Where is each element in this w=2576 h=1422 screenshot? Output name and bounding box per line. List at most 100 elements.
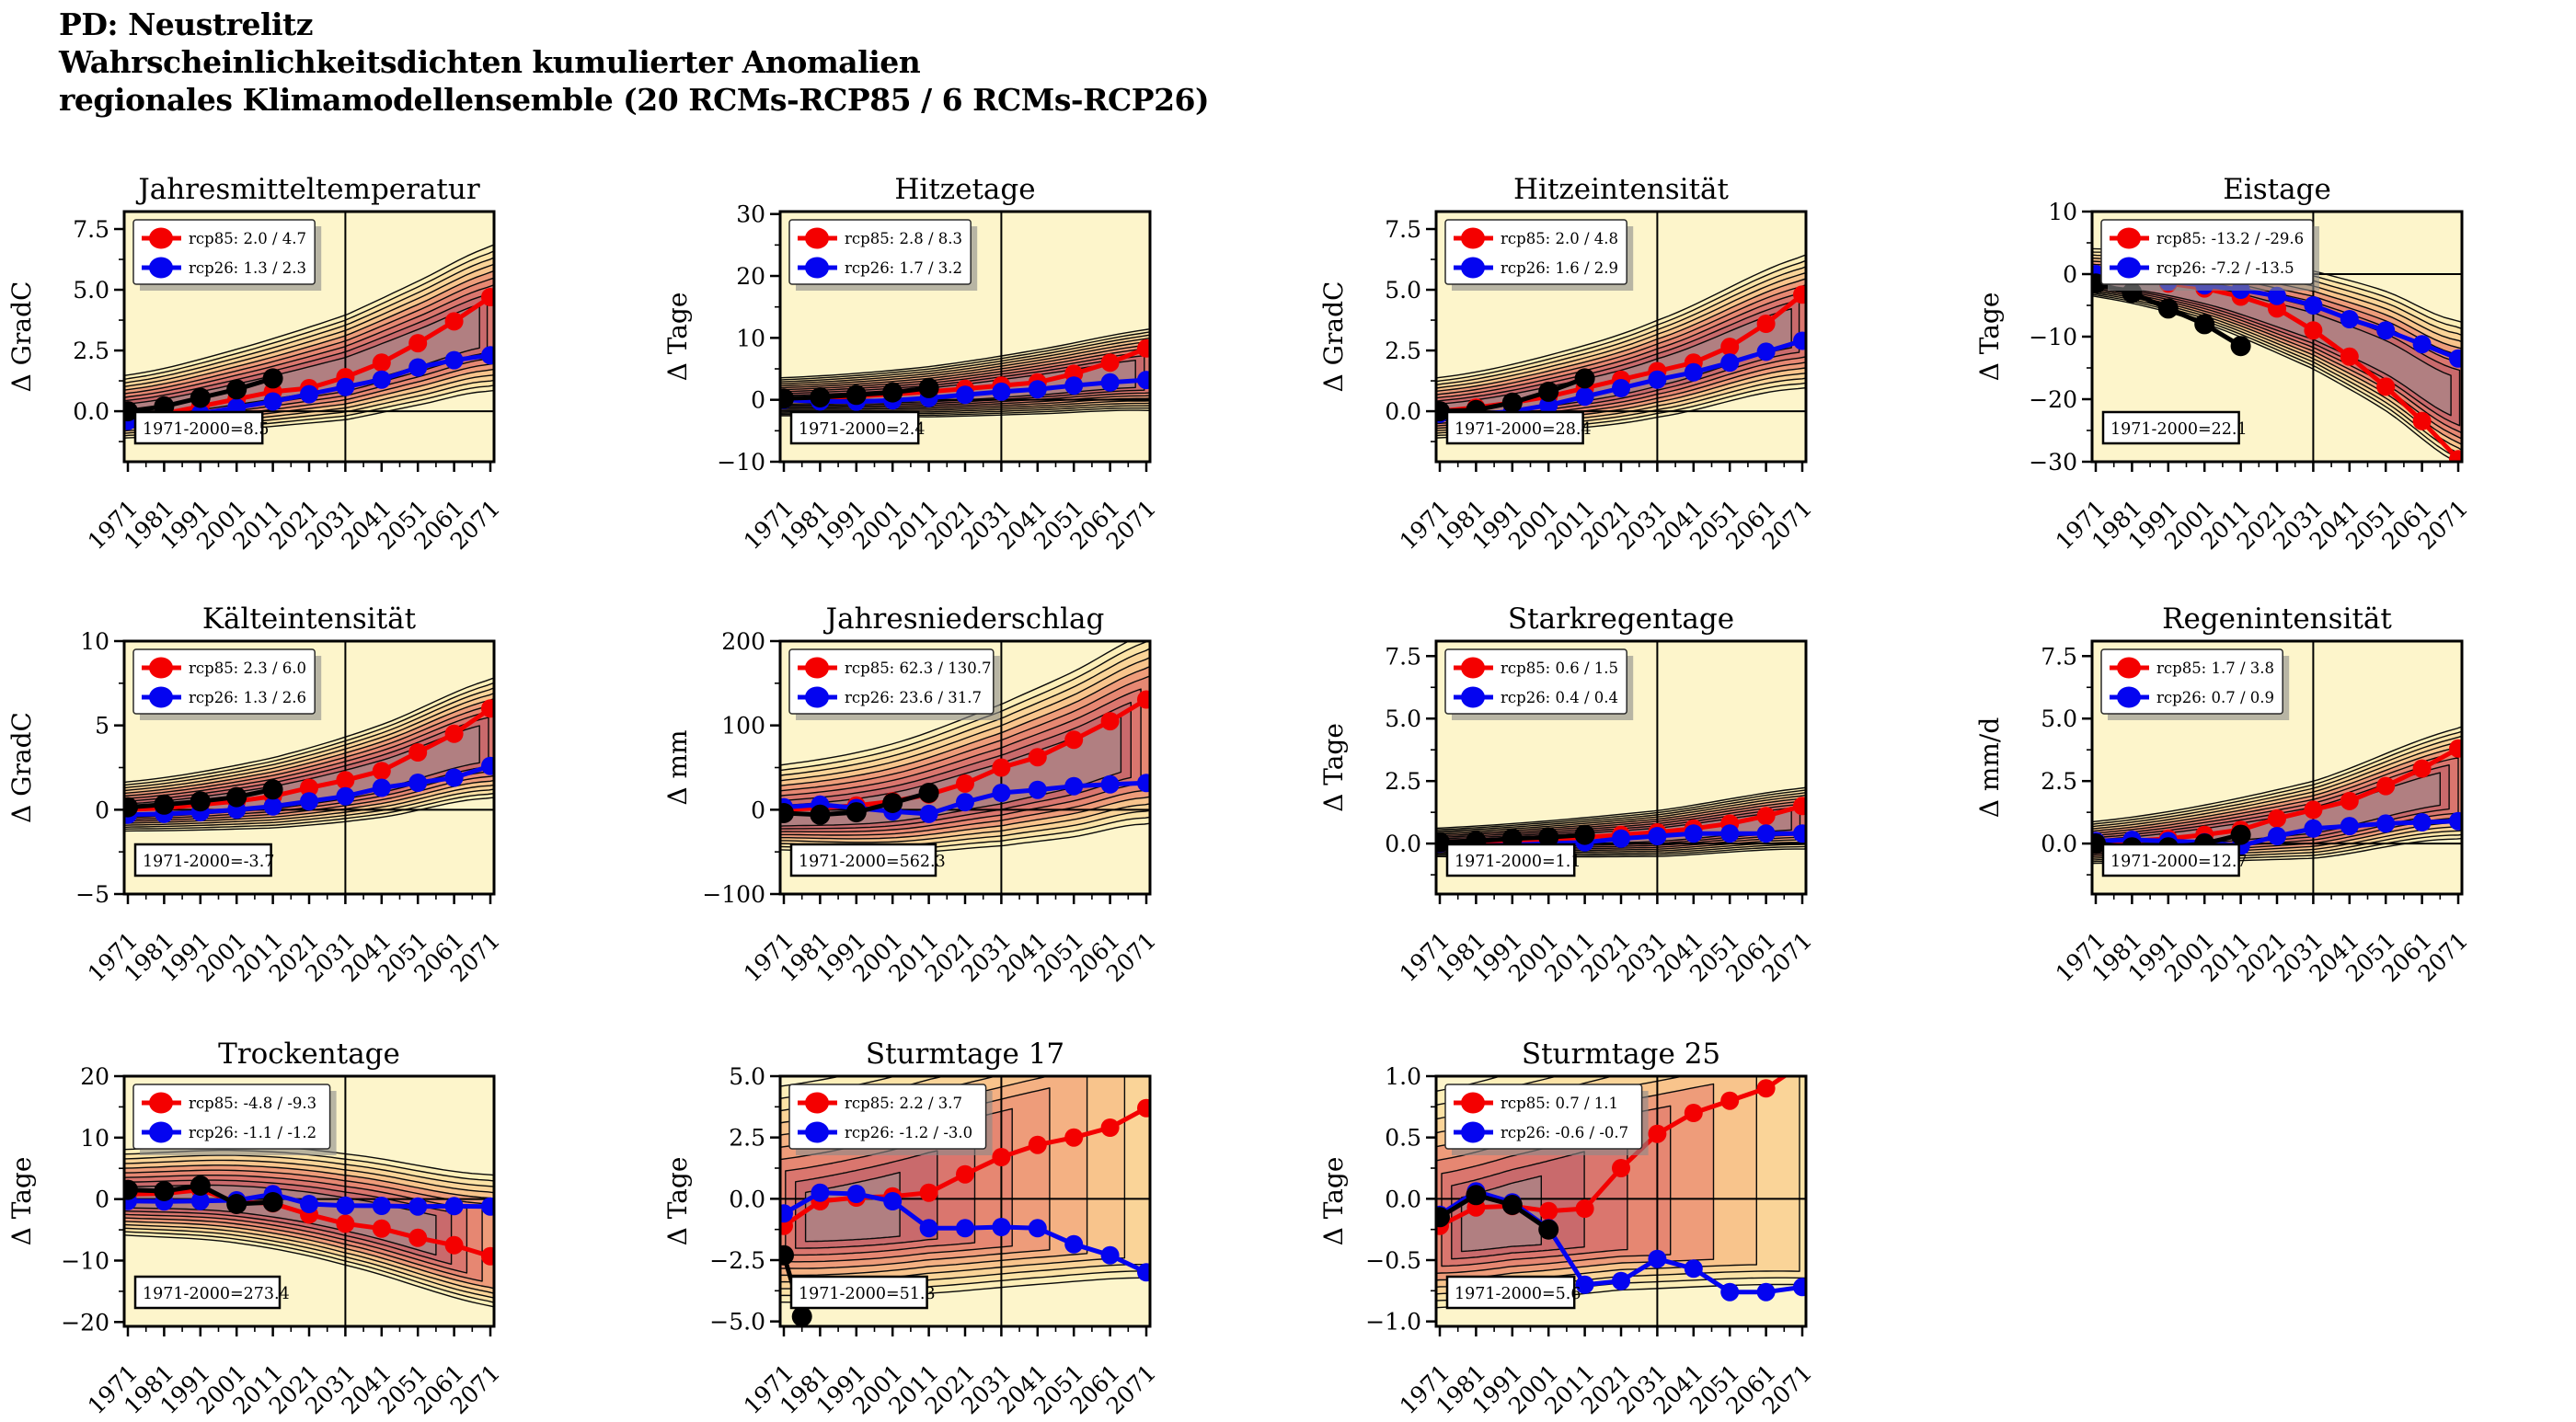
rcp26-marker bbox=[444, 1197, 464, 1216]
rcp85-marker bbox=[481, 288, 494, 306]
ticks bbox=[1426, 655, 1804, 904]
y-tick-label: 0 bbox=[95, 797, 109, 823]
rcp26-marker bbox=[1100, 774, 1120, 794]
subplot-title: Hitzetage bbox=[894, 173, 1035, 206]
rcp26-marker bbox=[2412, 335, 2432, 354]
legend-entry-rcp26: rcp26: 1.3 / 2.6 bbox=[189, 689, 306, 706]
historical-marker bbox=[1538, 827, 1559, 848]
legend-entry-rcp26-marker bbox=[2117, 257, 2141, 279]
historical-marker bbox=[918, 783, 939, 803]
subplot-kälteintensität: 1971198119912001201120212031204120512061… bbox=[6, 602, 505, 987]
rcp85-marker bbox=[1684, 1104, 1703, 1122]
rcp85-marker bbox=[1100, 712, 1120, 731]
historical-marker bbox=[190, 387, 211, 408]
rcp85-marker bbox=[1756, 807, 1776, 826]
reference-label: 1971-2000=22.1 bbox=[2110, 420, 2248, 439]
historical-marker bbox=[845, 802, 867, 823]
rcp85-marker bbox=[2304, 321, 2323, 340]
rcp26-marker bbox=[372, 370, 391, 389]
historical-marker bbox=[1538, 1219, 1559, 1240]
rcp85-marker bbox=[1612, 1159, 1630, 1177]
historical-marker bbox=[2230, 336, 2251, 357]
rcp26-marker bbox=[1648, 370, 1667, 389]
subplot-starkregentage: 1971198119912001201120212031204120512061… bbox=[1318, 602, 1817, 987]
legend-entry-rcp26: rcp26: 23.6 / 31.7 bbox=[845, 689, 982, 706]
y-tick-label: −5.0 bbox=[709, 1309, 765, 1336]
legend-entry-rcp85: rcp85: 2.0 / 4.8 bbox=[1501, 230, 1618, 247]
rcp26-marker bbox=[1100, 373, 1120, 392]
rcp26-marker bbox=[1756, 824, 1776, 843]
subplot-title: Sturmtage 17 bbox=[866, 1038, 1064, 1071]
y-tick-label: −1.0 bbox=[1365, 1309, 1421, 1336]
rcp26-marker bbox=[956, 385, 974, 405]
ticks bbox=[1426, 227, 1804, 472]
rcp26-marker bbox=[1684, 362, 1703, 382]
reference-label: 1971-2000=-3.7 bbox=[143, 853, 274, 871]
subplot-title: Regenintensität bbox=[2162, 602, 2392, 636]
rcp85-marker bbox=[919, 1183, 938, 1202]
rcp85-marker bbox=[2449, 739, 2462, 758]
rcp85-marker bbox=[2412, 411, 2432, 430]
rcp85-marker bbox=[1137, 338, 1150, 358]
legend-entry-rcp85-marker bbox=[805, 657, 829, 679]
subplot-hitzeintensität: 1971198119912001201120212031204120512061… bbox=[1318, 173, 1817, 555]
legend-entry-rcp26-marker bbox=[1461, 686, 1485, 708]
rcp26-marker bbox=[2449, 811, 2462, 831]
y-tick-label: −10 bbox=[61, 1247, 109, 1274]
ticks bbox=[2082, 655, 2460, 904]
y-tick-label: 0 bbox=[2063, 261, 2077, 288]
y-tick-label: 0.0 bbox=[1385, 398, 1421, 425]
rcp85-marker bbox=[444, 1235, 464, 1255]
rcp85-marker bbox=[1720, 1091, 1740, 1110]
subplot-jahresniederschlag: 1971198119912001201120212031204120512061… bbox=[662, 602, 1161, 987]
rcp26-marker bbox=[1028, 780, 1047, 799]
reference-box: 1971-2000=22.1 bbox=[2101, 410, 2248, 445]
rcp26-marker bbox=[919, 1219, 938, 1238]
historical-marker bbox=[226, 1194, 247, 1214]
legend-entry-rcp85: rcp85: -4.8 / -9.3 bbox=[189, 1095, 316, 1112]
historical-marker bbox=[124, 1179, 138, 1200]
series-group bbox=[780, 338, 1150, 411]
y-tick-label: 10 bbox=[736, 325, 765, 351]
legend-entry-rcp85-marker bbox=[1461, 657, 1485, 679]
rcp26-marker bbox=[1137, 1263, 1150, 1282]
legend-entry-rcp26: rcp26: -7.2 / -13.5 bbox=[2156, 259, 2294, 277]
rcp85-marker bbox=[481, 1246, 494, 1266]
y-tick-label: 10 bbox=[2048, 199, 2077, 225]
subplot-hitzetage: 1971198119912001201120212031204120512061… bbox=[662, 173, 1161, 555]
rcp26-marker bbox=[408, 358, 428, 377]
rcp26-marker bbox=[1612, 1271, 1630, 1290]
y-tick-label: 5.0 bbox=[73, 277, 109, 304]
legend: rcp85: 0.6 / 1.5 rcp26: 0.4 / 0.4 bbox=[1444, 648, 1634, 720]
legend-entry-rcp26-marker bbox=[149, 257, 173, 279]
rcp26-marker bbox=[336, 1196, 355, 1215]
rcp85-marker bbox=[1575, 1199, 1594, 1218]
subplot-title: Eistage bbox=[2223, 173, 2331, 206]
subplot-title: Trockentage bbox=[218, 1038, 400, 1071]
historical-marker bbox=[262, 1192, 283, 1212]
y-tick-label: 30 bbox=[736, 201, 765, 228]
header-ensemble-info: regionales Klimamodellensemble (20 RCMs-… bbox=[59, 82, 1210, 118]
rcp26-marker bbox=[2340, 817, 2359, 836]
y-tick-label: 7.5 bbox=[73, 216, 109, 243]
rcp26-marker bbox=[372, 1197, 391, 1215]
y-axis-label: Δ Tage bbox=[6, 1157, 37, 1246]
rcp85-marker bbox=[1793, 285, 1806, 304]
rcp85-marker bbox=[2304, 800, 2323, 820]
historical-marker bbox=[1436, 1207, 1450, 1228]
rcp85-marker bbox=[1648, 1124, 1667, 1143]
ticks bbox=[770, 1074, 1148, 1336]
y-tick-label: 0.0 bbox=[1385, 831, 1421, 857]
legend: rcp85: 62.3 / 130.7 rcp26: 23.6 / 31.7 bbox=[788, 648, 1000, 720]
y-tick-label: 0.0 bbox=[2041, 831, 2077, 857]
y-tick-label: 0 bbox=[751, 387, 765, 414]
y-tick-label: 5.0 bbox=[729, 1063, 765, 1090]
legend-entry-rcp26-marker bbox=[1461, 1121, 1485, 1143]
rcp26-marker bbox=[336, 786, 355, 806]
rcp26-marker bbox=[2376, 814, 2396, 833]
rcp26-marker bbox=[263, 392, 282, 411]
y-tick-label: 200 bbox=[721, 628, 765, 655]
rcp85-marker bbox=[444, 312, 464, 331]
legend-entry-rcp85-marker bbox=[1461, 227, 1485, 249]
